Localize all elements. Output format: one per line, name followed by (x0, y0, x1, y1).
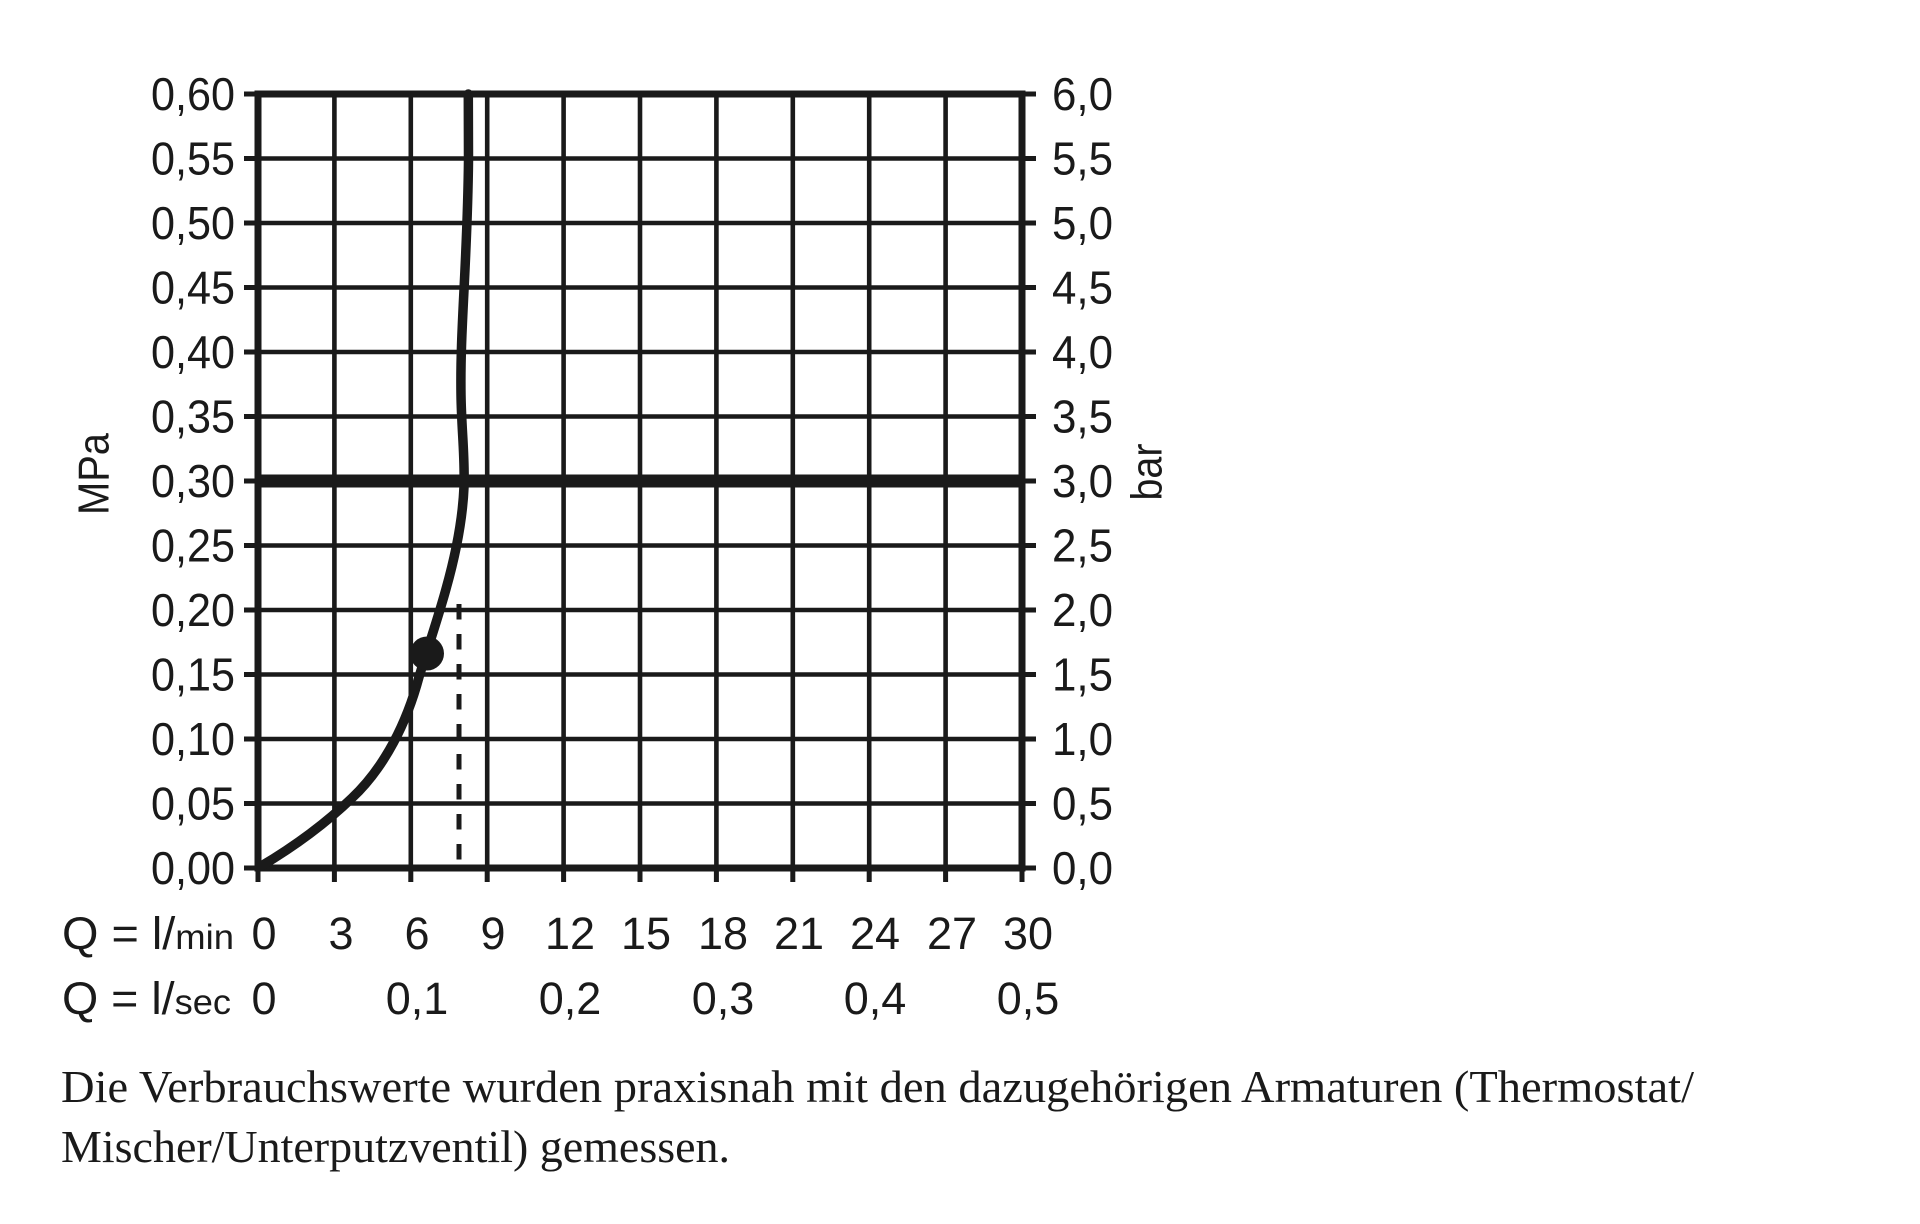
svg-text:4,0: 4,0 (1052, 326, 1113, 378)
svg-text:0,10: 0,10 (151, 713, 235, 765)
svg-text:0,40: 0,40 (151, 326, 235, 378)
svg-text:5,5: 5,5 (1052, 133, 1113, 185)
svg-text:0,30: 0,30 (151, 455, 235, 507)
svg-text:15: 15 (621, 908, 671, 959)
svg-text:5,0: 5,0 (1052, 197, 1113, 249)
svg-text:0,5: 0,5 (997, 973, 1060, 1024)
svg-text:Q = l/min: Q = l/min (62, 908, 234, 959)
svg-text:bar: bar (1123, 444, 1172, 501)
svg-text:3,5: 3,5 (1052, 391, 1113, 443)
svg-text:0,20: 0,20 (151, 584, 235, 636)
svg-text:3: 3 (328, 908, 353, 959)
svg-text:0,2: 0,2 (539, 973, 602, 1024)
svg-text:2,5: 2,5 (1052, 520, 1113, 572)
svg-text:6: 6 (404, 908, 429, 959)
svg-text:6,0: 6,0 (1052, 68, 1113, 120)
svg-text:0,35: 0,35 (151, 391, 235, 443)
svg-text:Mischer/Unterputzventil) gemes: Mischer/Unterputzventil) gemessen. (61, 1121, 730, 1172)
svg-text:0,05: 0,05 (151, 778, 235, 830)
svg-text:0,15: 0,15 (151, 649, 235, 701)
svg-text:1,5: 1,5 (1052, 649, 1113, 701)
svg-text:3,0: 3,0 (1052, 455, 1113, 507)
svg-text:0,0: 0,0 (1052, 842, 1113, 894)
svg-text:Die Verbrauchswerte wurden pra: Die Verbrauchswerte wurden praxisnah mit… (61, 1061, 1694, 1112)
svg-text:0: 0 (251, 908, 276, 959)
svg-text:0,50: 0,50 (151, 197, 235, 249)
svg-text:1,0: 1,0 (1052, 713, 1113, 765)
svg-text:MPa: MPa (70, 433, 119, 515)
svg-text:0,25: 0,25 (151, 520, 235, 572)
svg-text:12: 12 (545, 908, 595, 959)
svg-text:0,60: 0,60 (151, 68, 235, 120)
svg-text:0,55: 0,55 (151, 133, 235, 185)
svg-text:9: 9 (480, 908, 505, 959)
svg-text:0,3: 0,3 (692, 973, 755, 1024)
svg-text:2,0: 2,0 (1052, 584, 1113, 636)
svg-text:0,5: 0,5 (1052, 778, 1113, 830)
svg-text:24: 24 (850, 908, 900, 959)
svg-text:27: 27 (927, 908, 977, 959)
svg-text:21: 21 (774, 908, 824, 959)
svg-text:18: 18 (698, 908, 748, 959)
svg-text:4,5: 4,5 (1052, 262, 1113, 314)
svg-text:0,1: 0,1 (386, 973, 449, 1024)
svg-text:0,4: 0,4 (844, 973, 907, 1024)
svg-text:0,00: 0,00 (151, 842, 235, 894)
svg-text:30: 30 (1003, 908, 1053, 959)
svg-text:0,45: 0,45 (151, 262, 235, 314)
svg-text:Q = l/sec: Q = l/sec (62, 973, 231, 1024)
svg-text:0: 0 (251, 973, 276, 1024)
